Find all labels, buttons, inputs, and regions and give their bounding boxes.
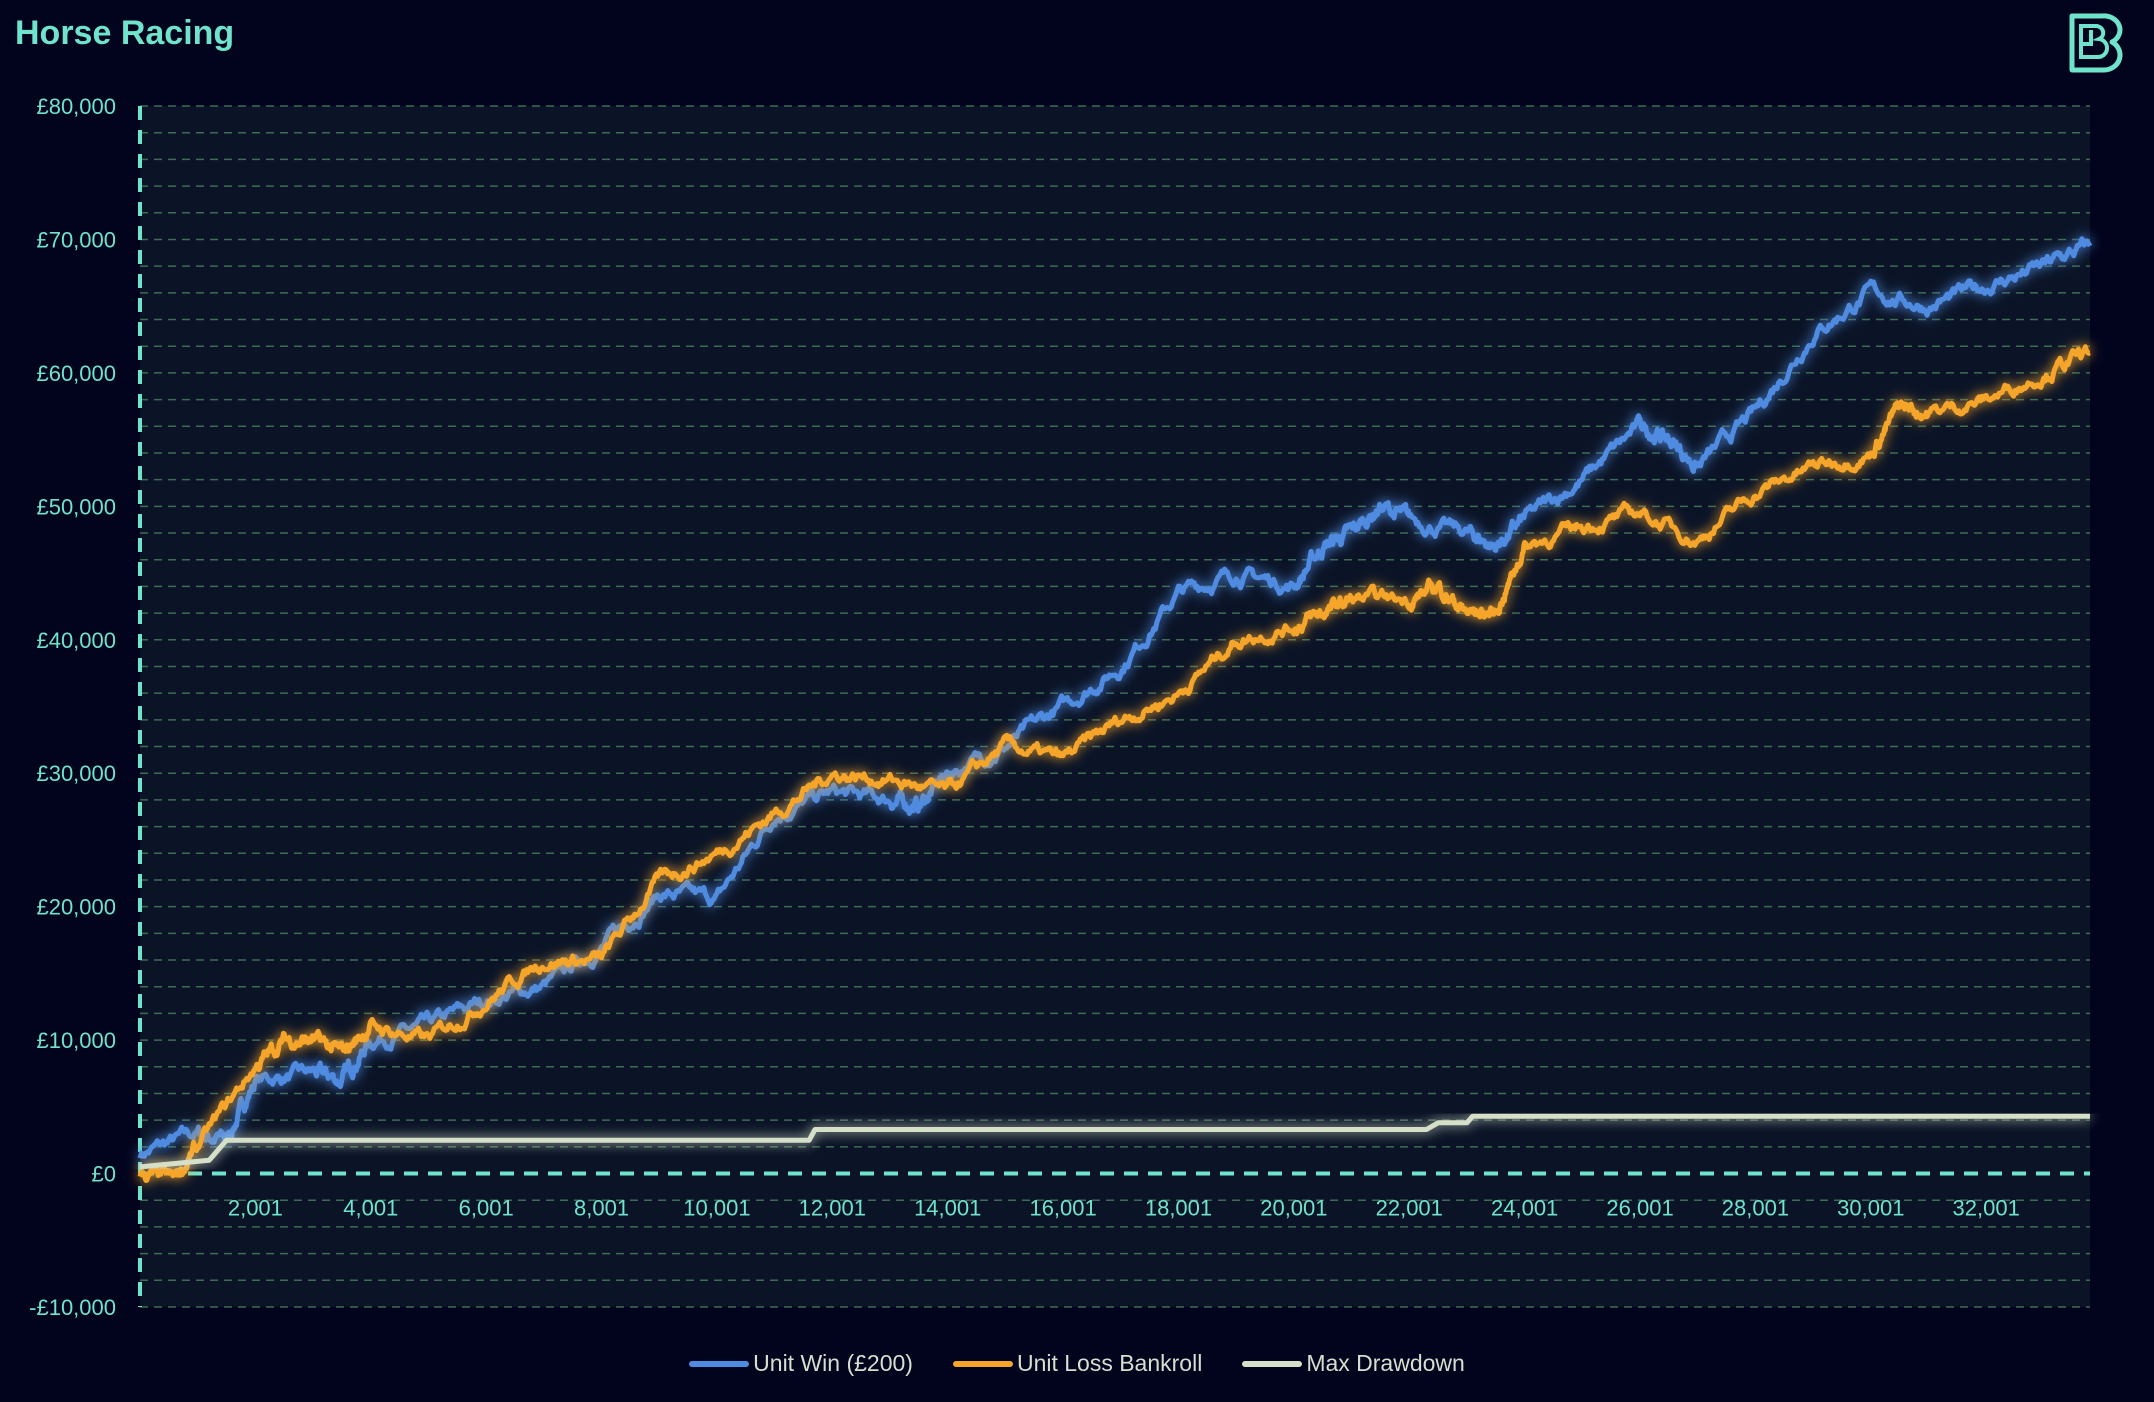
y-tick-label: -£10,000: [29, 1295, 116, 1320]
legend-swatch: [1242, 1360, 1303, 1367]
legend-label: Max Drawdown: [1306, 1350, 1465, 1376]
x-tick-label: 32,001: [1953, 1196, 2020, 1221]
chart-title: Horse Racing: [15, 14, 235, 52]
y-tick-label: £20,000: [36, 895, 116, 920]
x-tick-label: 8,001: [574, 1196, 629, 1221]
x-tick-label: 6,001: [459, 1196, 514, 1221]
legend-item-unit-win[interactable]: Unit Win (£200): [689, 1350, 913, 1377]
x-tick-label: 20,001: [1260, 1196, 1327, 1221]
legend-label: Unit Win (£200): [753, 1350, 913, 1376]
legend-item-max-drawdown[interactable]: Max Drawdown: [1242, 1350, 1465, 1377]
x-tick-label: 28,001: [1722, 1196, 1789, 1221]
x-tick-label: 24,001: [1491, 1196, 1558, 1221]
series-line-unit-loss-bankroll: [137, 344, 2092, 1183]
legend-swatch: [689, 1360, 750, 1367]
y-tick-label: £70,000: [36, 227, 116, 252]
legend: Unit Win (£200) Unit Loss Bankroll Max D…: [0, 1350, 2154, 1377]
x-tick-label: 30,001: [1837, 1196, 1904, 1221]
legend-label: Unit Loss Bankroll: [1016, 1350, 1203, 1376]
y-tick-label: £50,000: [36, 494, 116, 519]
series-line-max-drawdown: [139, 1113, 2090, 1170]
legend-item-unit-loss-bankroll[interactable]: Unit Loss Bankroll: [952, 1350, 1203, 1377]
y-tick-label: £10,000: [36, 1028, 116, 1053]
x-tick-label: 12,001: [799, 1196, 866, 1221]
y-tick-label: £80,000: [36, 94, 116, 119]
series-line-unit-win-200: [137, 236, 2093, 1159]
x-tick-label: 22,001: [1376, 1196, 1443, 1221]
legend-swatch: [952, 1360, 1013, 1367]
x-tick-label: 26,001: [1606, 1196, 1673, 1221]
x-tick-label: 10,001: [683, 1196, 750, 1221]
y-tick-label: £40,000: [36, 628, 116, 653]
x-tick-label: 16,001: [1029, 1196, 1096, 1221]
x-tick-label: 14,001: [914, 1196, 981, 1221]
x-tick-label: 2,001: [228, 1196, 283, 1221]
b-logo-icon: [2069, 13, 2123, 73]
y-tick-label: £0: [92, 1162, 116, 1187]
plot-area: [140, 106, 2090, 1307]
x-tick-label: 4,001: [343, 1196, 398, 1221]
y-tick-label: £60,000: [36, 361, 116, 386]
x-tick-label: 18,001: [1145, 1196, 1212, 1221]
y-tick-label: £30,000: [36, 761, 116, 786]
